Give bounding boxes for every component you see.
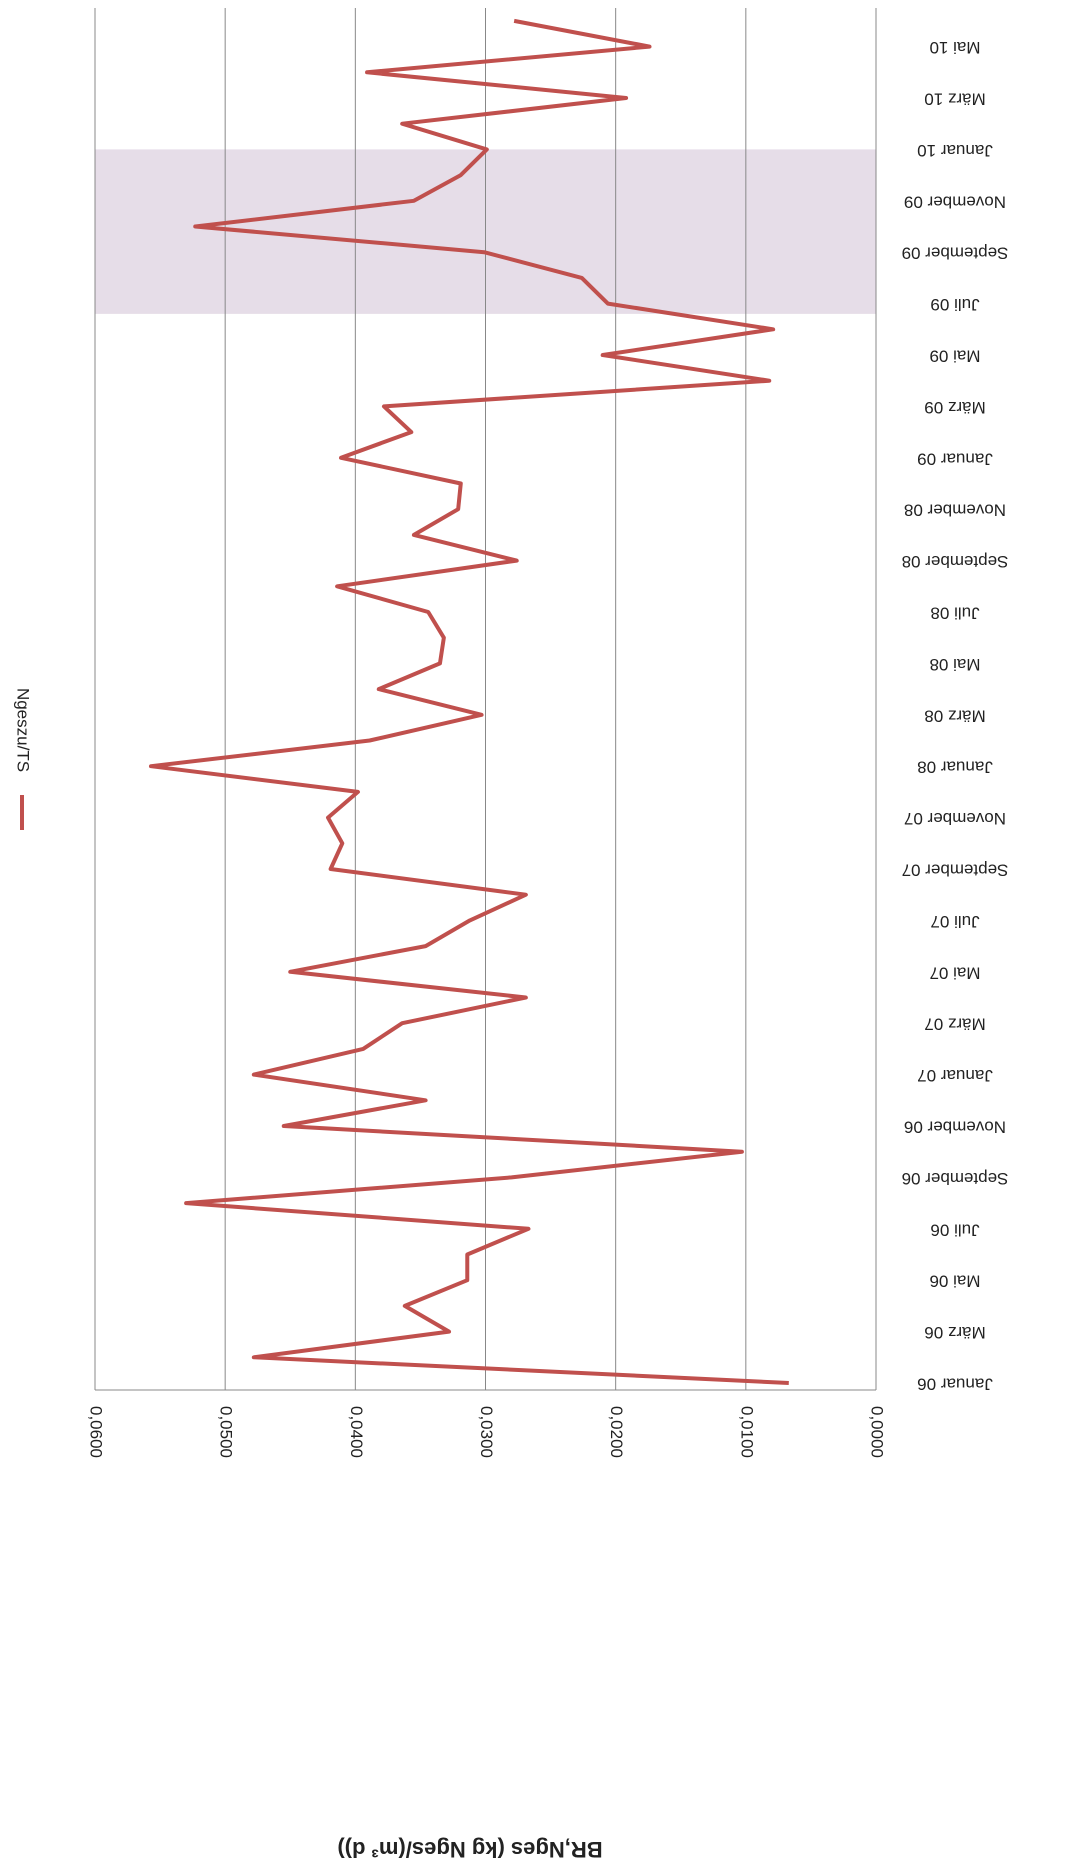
x-tick-label: Januar 07	[917, 1066, 993, 1085]
x-tick-label: Mai 09	[929, 347, 980, 366]
x-tick-label: September 06	[902, 1169, 1009, 1188]
x-tick-label: Mai 07	[929, 963, 980, 982]
x-tick-label: Juli 07	[930, 912, 979, 931]
x-tick-label: Januar 08	[917, 758, 993, 777]
axis-title: BR,Nges (kg Nges/(m³ d))	[337, 1837, 602, 1862]
x-tick-label: März 06	[924, 1323, 985, 1342]
x-tick-label: September 07	[902, 861, 1009, 880]
x-tick-label: Juli 06	[930, 1220, 979, 1239]
y-tick-label: 0,0500	[217, 1406, 236, 1458]
x-tick-label: Mai 08	[929, 655, 980, 674]
x-tick-label: März 09	[924, 398, 985, 417]
x-tick-label: Juli 09	[930, 295, 979, 314]
x-tick-label: September 08	[902, 552, 1009, 571]
x-tick-label: Juli 08	[930, 604, 979, 623]
y-tick-label: 0,0100	[737, 1406, 756, 1458]
x-tick-label: November 07	[904, 809, 1006, 828]
x-tick-label: Januar 10	[917, 141, 993, 160]
y-tick-label: 0,0200	[607, 1406, 626, 1458]
x-tick-label: September 09	[902, 244, 1009, 263]
x-tick-label: Januar 09	[917, 449, 993, 468]
x-tick-label: März 10	[924, 90, 985, 109]
data-line	[148, 18, 789, 1385]
x-tick-label: März 08	[924, 706, 985, 725]
x-tick-label: November 06	[904, 1118, 1006, 1137]
legend-label: Ngeszu/TS	[14, 688, 33, 772]
x-tick-label: Januar 06	[917, 1375, 993, 1394]
x-tick-label: Mai 06	[929, 1272, 980, 1291]
y-tick-label: 0,0300	[477, 1406, 496, 1458]
x-tick-label: November 09	[904, 192, 1006, 211]
y-tick-label: 0,0000	[868, 1406, 887, 1458]
y-tick-label: 0,0400	[347, 1406, 366, 1458]
x-tick-label: Mai 10	[929, 38, 980, 57]
x-tick-label: März 07	[924, 1015, 985, 1034]
y-tick-label: 0,0600	[87, 1406, 106, 1458]
x-tick-label: November 08	[904, 501, 1006, 520]
